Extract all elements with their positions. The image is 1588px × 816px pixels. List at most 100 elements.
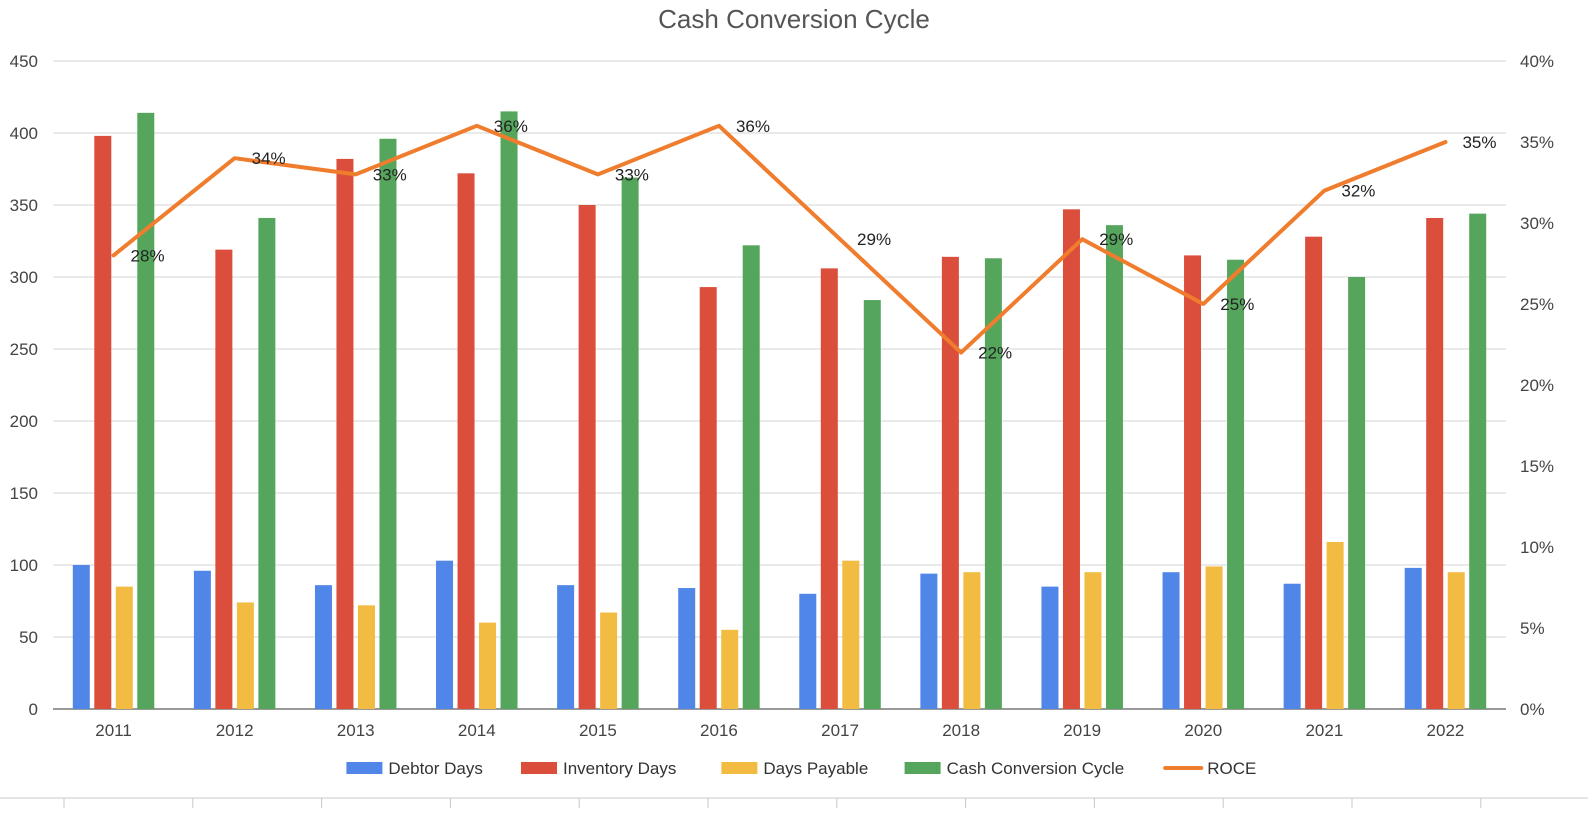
- y-left-tick-label: 100: [10, 556, 38, 575]
- bar-cash-conversion-cycle: [1105, 225, 1123, 709]
- bar-cash-conversion-cycle: [500, 111, 518, 709]
- data-label-roce: 29%: [857, 230, 891, 249]
- x-tick-label: 2015: [579, 721, 617, 740]
- bar-days-payable: [963, 572, 981, 709]
- bar-inventory-days: [457, 173, 475, 709]
- bar-inventory-days: [941, 256, 959, 709]
- bar-cash-conversion-cycle: [984, 258, 1002, 709]
- x-tick-label: 2020: [1184, 721, 1222, 740]
- data-label-roce: 36%: [494, 117, 528, 136]
- data-label-roce: 22%: [978, 344, 1012, 363]
- y-right-tick-label: 20%: [1520, 376, 1554, 395]
- bar-inventory-days: [699, 287, 717, 709]
- bar-debtor-days: [72, 565, 90, 709]
- bar-debtor-days: [314, 585, 332, 709]
- x-tick-label: 2021: [1305, 721, 1343, 740]
- bar-inventory-days: [94, 135, 112, 709]
- data-label-roce: 35%: [1462, 133, 1496, 152]
- bar-days-payable: [1084, 572, 1102, 709]
- y-left-tick-label: 150: [10, 484, 38, 503]
- data-label-roce: 25%: [1220, 295, 1254, 314]
- bar-cash-conversion-cycle: [863, 300, 881, 709]
- legend-swatch-inventory-days: [521, 762, 557, 774]
- bar-days-payable: [600, 612, 618, 709]
- bar-debtor-days: [1283, 583, 1301, 709]
- y-right-tick-label: 25%: [1520, 295, 1554, 314]
- bar-inventory-days: [336, 158, 354, 710]
- y-right-tick-label: 35%: [1520, 133, 1554, 152]
- bar-cash-conversion-cycle: [137, 112, 155, 710]
- legend-swatch-days-payable: [721, 762, 758, 774]
- data-label-roce: 33%: [615, 165, 649, 184]
- data-label-roce: 36%: [736, 117, 770, 136]
- bar-debtor-days: [1404, 567, 1422, 709]
- y-left-tick-label: 450: [10, 52, 38, 71]
- bar-inventory-days: [215, 249, 233, 709]
- y-right-tick-label: 0%: [1520, 700, 1545, 719]
- bar-days-payable: [115, 586, 133, 709]
- bar-debtor-days: [799, 593, 817, 709]
- bar-debtor-days: [1162, 572, 1180, 709]
- data-label-roce: 33%: [373, 165, 407, 184]
- bar-inventory-days: [578, 205, 596, 709]
- legend-label: Days Payable: [763, 759, 868, 778]
- bar-cash-conversion-cycle: [1227, 259, 1245, 709]
- y-left-tick-label: 400: [10, 124, 38, 143]
- legend-label: Debtor Days: [388, 759, 482, 778]
- y-left-tick-label: 350: [10, 196, 38, 215]
- x-tick-label: 2018: [942, 721, 980, 740]
- bar-cash-conversion-cycle: [742, 245, 760, 709]
- bar-debtor-days: [557, 585, 575, 709]
- x-tick-label: 2016: [700, 721, 738, 740]
- bar-inventory-days: [820, 268, 838, 709]
- bar-cash-conversion-cycle: [379, 138, 397, 709]
- bar-debtor-days: [1041, 586, 1059, 709]
- y-right-tick-label: 10%: [1520, 538, 1554, 557]
- data-label-roce: 32%: [1341, 182, 1375, 201]
- chart-title: Cash Conversion Cycle: [658, 4, 930, 34]
- bar-debtor-days: [436, 560, 454, 709]
- bar-days-payable: [1205, 566, 1223, 709]
- x-tick-label: 2022: [1427, 721, 1465, 740]
- bar-inventory-days: [1062, 209, 1080, 709]
- y-right-tick-label: 5%: [1520, 619, 1545, 638]
- y-right-tick-label: 40%: [1520, 52, 1554, 71]
- bar-days-payable: [1447, 572, 1465, 709]
- bar-inventory-days: [1305, 236, 1323, 709]
- x-tick-label: 2013: [337, 721, 375, 740]
- y-right-tick-label: 15%: [1520, 457, 1554, 476]
- data-label-roce: 29%: [1099, 230, 1133, 249]
- legend-label: Cash Conversion Cycle: [947, 759, 1125, 778]
- bar-days-payable: [236, 602, 254, 709]
- x-tick-label: 2017: [821, 721, 859, 740]
- y-right-tick-label: 30%: [1520, 214, 1554, 233]
- bar-cash-conversion-cycle: [1469, 213, 1487, 709]
- bar-days-payable: [1326, 541, 1344, 709]
- bar-days-payable: [721, 629, 739, 709]
- y-left-tick-label: 50: [19, 628, 38, 647]
- bar-days-payable: [357, 605, 375, 709]
- bar-debtor-days: [678, 588, 696, 709]
- y-left-tick-label: 250: [10, 340, 38, 359]
- y-left-tick-label: 200: [10, 412, 38, 431]
- line-roce: [111, 123, 1448, 355]
- bar-inventory-days: [1184, 255, 1202, 709]
- bar-cash-conversion-cycle: [1348, 277, 1366, 709]
- x-tick-label: 2012: [216, 721, 254, 740]
- bar-days-payable: [842, 560, 860, 709]
- legend-swatch-debtor-days: [346, 762, 383, 774]
- x-tick-label: 2014: [458, 721, 496, 740]
- x-tick-label: 2019: [1063, 721, 1101, 740]
- bar-debtor-days: [920, 573, 938, 709]
- legend-swatch-cash-conversion-cycle: [904, 762, 941, 774]
- x-tick-label: 2011: [95, 721, 132, 740]
- legend-label: Inventory Days: [563, 759, 676, 778]
- legend-label: ROCE: [1207, 759, 1256, 778]
- bar-cash-conversion-cycle: [621, 177, 639, 709]
- bar-days-payable: [479, 622, 497, 709]
- bar-debtor-days: [193, 570, 211, 709]
- bar-cash-conversion-cycle: [258, 217, 276, 709]
- data-label-roce: 34%: [252, 149, 286, 168]
